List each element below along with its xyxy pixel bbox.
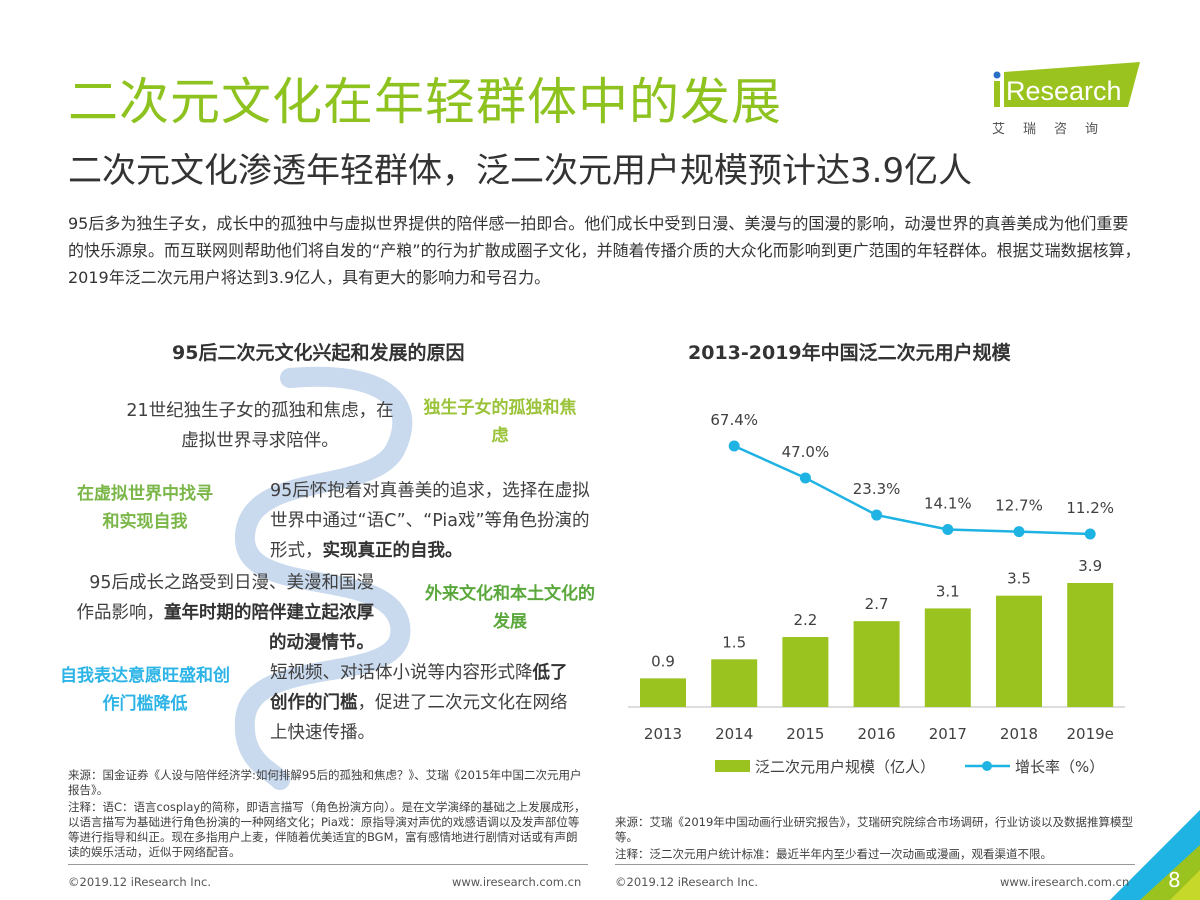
- bar-2017: [924, 608, 971, 707]
- legend-bar-swatch: [715, 760, 750, 772]
- growth-point-2019e: [1084, 528, 1096, 540]
- x-tick-2016: 2016: [858, 725, 896, 743]
- reason-3-label: 外来文化和本土文化的发展: [425, 584, 595, 632]
- growth-label-2014: 67.4%: [710, 411, 758, 429]
- reason-4-label: 自我表达意愿旺盛和创作门槛降低: [60, 666, 230, 714]
- svg-text:Research: Research: [1006, 76, 1122, 106]
- chart-title: 2013-2019年中国泛二次元用户规模: [688, 342, 1011, 364]
- reason-2-label: 在虚拟世界中找寻和实现自我: [77, 484, 213, 532]
- bar-2018: [996, 595, 1042, 707]
- bar-label-2016: 2.7: [865, 595, 889, 613]
- left-source: 来源：国金证券《人设与陪伴经济学:如何排解95后的孤独和焦虑？》、艾瑞《2015…: [68, 768, 582, 797]
- bar-label-2018: 3.5: [1007, 570, 1031, 588]
- reasons-section-title: 95后二次元文化兴起和发展的原因: [172, 342, 465, 364]
- bar-2014: [711, 659, 758, 707]
- growth-point-2014: [728, 440, 740, 452]
- bar-2015: [782, 637, 829, 707]
- user-scale-chart: 0.9 2013 1.5 2014 2.2 2015 2.7 2016 3.1 2017 3.5 20…: [628, 411, 1125, 776]
- bar-2019e: [1067, 582, 1114, 707]
- growth-point-2015: [799, 472, 811, 484]
- reason-3-text: 95后成长之路受到日漫、美漫和国漫作品影响，童年时期的陪伴建立起浓厚的动漫情节。: [74, 568, 375, 658]
- x-tick-2014: 2014: [715, 725, 753, 743]
- corner-decoration: [1110, 810, 1200, 900]
- bar-label-2017: 3.1: [936, 582, 960, 600]
- bar-2016: [853, 621, 900, 707]
- reason-1-label: 独生子女的孤独和焦虑: [423, 398, 577, 446]
- reason-4-body: ，促进了二次元文化在网络上快速传播。: [270, 693, 568, 743]
- reason-2-emphasis: 实现真正的自我。: [322, 541, 463, 561]
- legend-bar-label: 泛二次元用户规模（亿人）: [755, 758, 935, 776]
- right-url[interactable]: www.iresearch.com.cn: [1000, 875, 1130, 889]
- growth-label-2016: 23.3%: [853, 480, 901, 498]
- left-divider: [68, 864, 588, 865]
- reason-4-text: 短视频、对话体小说等内容形式降低了创作的门槛，促进了二次元文化在网络上快速传播。: [270, 658, 580, 748]
- intro-paragraph: 95后多为独生子女，成长中的孤独中与虚拟世界提供的陪伴感一拍即合。他们成长中受到…: [68, 214, 1141, 287]
- growth-point-2018: [1013, 526, 1025, 538]
- left-url[interactable]: www.iresearch.com.cn: [452, 875, 582, 889]
- wave-decoration: [234, 366, 413, 790]
- iresearch-logo: Research: [993, 62, 1140, 107]
- growth-point-2017: [942, 523, 954, 535]
- growth-point-2016: [871, 509, 883, 521]
- left-note: 注释：语C：语言cosplay的简称，即语言描写（角色扮演方向）。是在文学演绎的…: [68, 800, 586, 859]
- reason-1-text: 21世纪独生子女的孤独和焦虑，在虚拟世界寻求陪伴。: [126, 401, 394, 451]
- growth-label-2015: 47.0%: [782, 443, 830, 461]
- x-tick-2015: 2015: [786, 725, 824, 743]
- x-tick-2018: 2018: [1000, 725, 1038, 743]
- bar-2013: [640, 678, 686, 707]
- bar-label-2013: 0.9: [651, 652, 675, 670]
- right-source: 来源：艾瑞《2019年中国动画行业研究报告》，艾瑞研究院综合市场调研，行业访谈以…: [615, 815, 1134, 844]
- bar-label-2015: 2.2: [793, 611, 817, 629]
- legend-line-marker: [982, 761, 992, 771]
- page-number: 8: [1168, 868, 1181, 892]
- growth-label-2019e: 11.2%: [1066, 499, 1114, 517]
- legend-line-label: 增长率（%）: [1015, 758, 1104, 776]
- x-tick-2017: 2017: [929, 725, 967, 743]
- logo-cn-text: 艾瑞咨询: [992, 122, 1117, 137]
- growth-label-2017: 14.1%: [924, 494, 972, 512]
- reason-4-emphasis: 低了创作的门槛: [270, 663, 568, 713]
- growth-line: [733, 444, 1091, 536]
- page-subtitle: 二次元文化渗透年轻群体，泛二次元用户规模预计达3.9亿人: [68, 151, 973, 191]
- right-divider: [615, 864, 1135, 865]
- reason-3-body: 95后成长之路受到日漫、美漫和国漫作品影响，: [76, 573, 375, 623]
- x-tick-2013: 2013: [644, 725, 682, 743]
- left-copyright: ©2019.12 iResearch Inc.: [68, 875, 211, 889]
- page-title: 二次元文化在年轻群体中的发展: [68, 73, 782, 131]
- right-copyright: ©2019.12 iResearch Inc.: [615, 875, 758, 889]
- x-tick-2019e: 2019e: [1066, 725, 1113, 743]
- reason-2-text: 95后怀抱着对真善美的追求，选择在虚拟世界中通过“语C”、“Pia戏”等角色扮演…: [270, 476, 605, 566]
- growth-label-2018: 12.7%: [995, 497, 1043, 515]
- bar-label-2014: 1.5: [722, 633, 746, 651]
- reason-3-emphasis: 童年时期的陪伴建立起浓厚的动漫情节。: [164, 603, 374, 653]
- reason-2-body: 95后怀抱着对真善美的追求，选择在虚拟世界中通过“语C”、“Pia戏”等角色扮演…: [270, 481, 590, 561]
- right-note: 注释：泛二次元用户统计标准：最近半年内至少看过一次动画或漫画，观看渠道不限。: [615, 847, 1052, 861]
- bar-label-2019e: 3.9: [1078, 557, 1102, 575]
- reason-4-body-pre: 短视频、对话体小说等内容形式降: [270, 663, 533, 683]
